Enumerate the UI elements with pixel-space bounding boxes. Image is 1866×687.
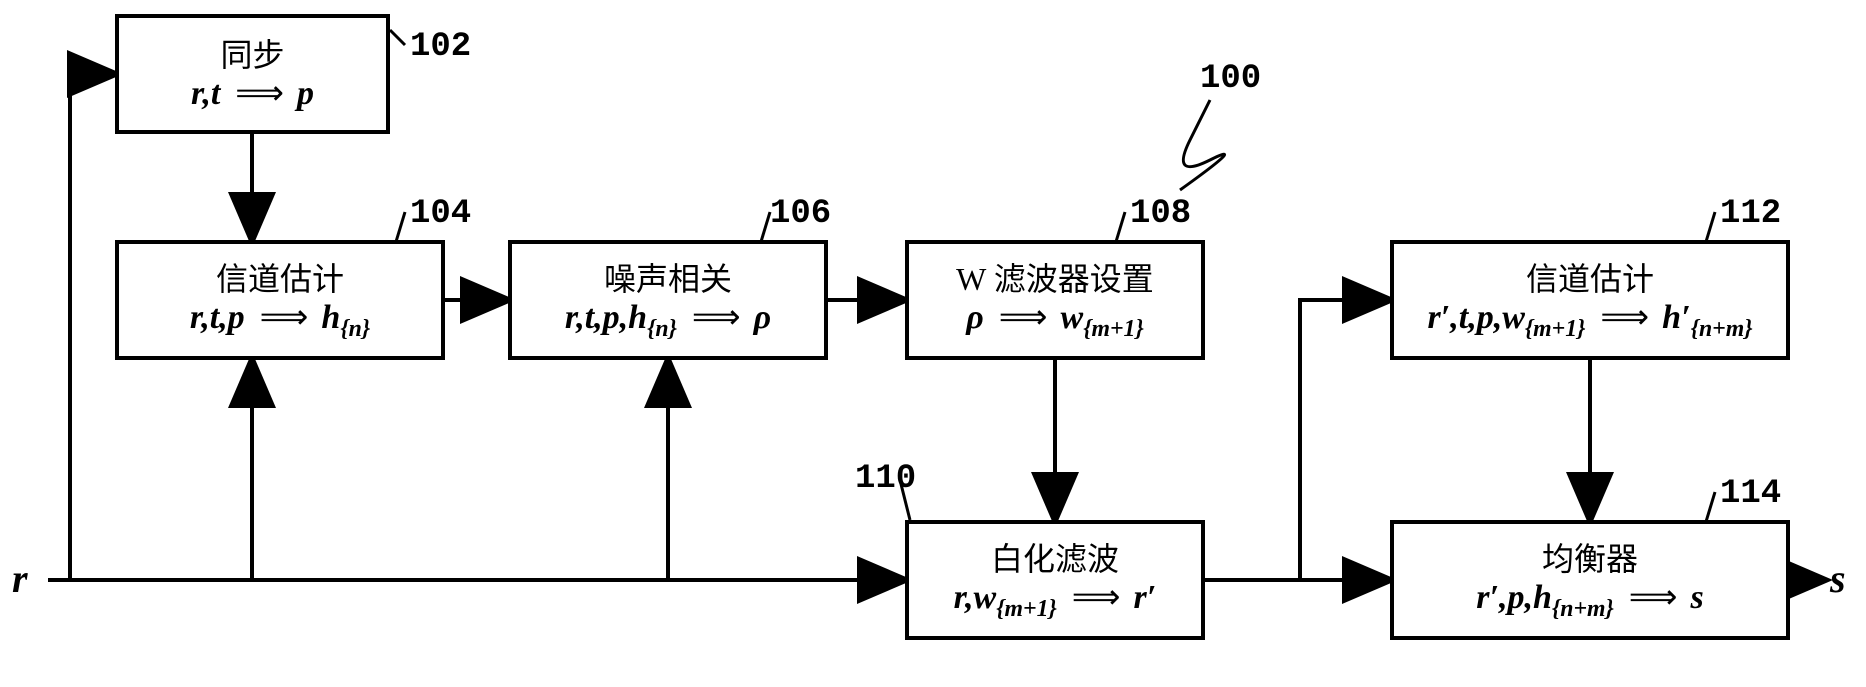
ref-label-100: 100 [1200,60,1261,98]
block-noise-correlation: 噪声相关 r,t,p,h{n} ⟹ ρ [508,240,828,360]
ref-label-102: 102 [410,28,471,66]
ref-label-104: 104 [410,195,471,233]
block-formula: r,t,p ⟹ h{n} [190,299,370,342]
block-formula: r,w{m+1} ⟹ r′ [954,579,1157,622]
block-title: 噪声相关 [604,259,732,299]
diagram-canvas: 同步 r,t ⟹ p 信道估计 r,t,p ⟹ h{n} 噪声相关 r,t,p,… [0,0,1866,687]
ref-label-114: 114 [1720,475,1781,513]
block-sync: 同步 r,t ⟹ p [115,14,390,134]
block-formula: ρ ⟹ w{m+1} [966,299,1144,342]
ref-label-106: 106 [770,195,831,233]
block-title: 信道估计 [216,259,344,299]
ref-label-112: 112 [1720,195,1781,233]
block-channel-estimate-1: 信道估计 r,t,p ⟹ h{n} [115,240,445,360]
ref-label-108: 108 [1130,195,1191,233]
block-formula: r,t,p,h{n} ⟹ ρ [565,299,771,342]
block-formula: r,t ⟹ p [191,75,314,112]
output-symbol-s: s [1830,555,1846,602]
ref-label-110: 110 [855,460,916,498]
block-title: 同步 [220,35,284,75]
block-equalizer: 均衡器 r′,p,h{n+m} ⟹ s [1390,520,1790,640]
block-formula: r′,t,p,w{m+1} ⟹ h′{n+m} [1427,299,1752,342]
block-formula: r′,p,h{n+m} ⟹ s [1476,579,1704,622]
block-channel-estimate-2: 信道估计 r′,t,p,w{m+1} ⟹ h′{n+m} [1390,240,1790,360]
block-title: 均衡器 [1542,539,1638,579]
block-title: W 滤波器设置 [956,259,1154,299]
block-whitening-filter: 白化滤波 r,w{m+1} ⟹ r′ [905,520,1205,640]
input-symbol-r: r [12,555,28,602]
block-title: 白化滤波 [991,539,1119,579]
block-title: 信道估计 [1526,259,1654,299]
block-w-filter-setup: W 滤波器设置 ρ ⟹ w{m+1} [905,240,1205,360]
